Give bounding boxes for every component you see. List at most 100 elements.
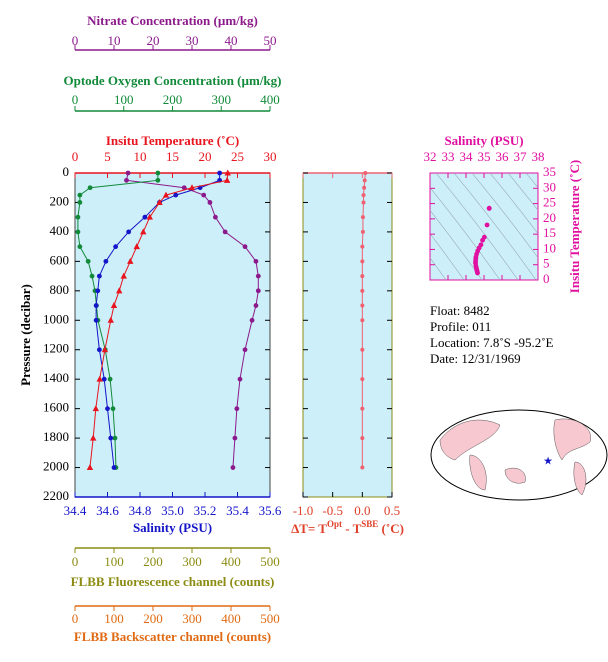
- contour: [471, 173, 538, 259]
- marker: [77, 244, 83, 250]
- x-tick-label: 34.8: [129, 503, 152, 518]
- x-axis-title: FLBB Backscatter channel (counts): [74, 629, 271, 644]
- marker: [360, 406, 365, 411]
- info-line: Date: 12/31/1969: [430, 351, 521, 366]
- marker: [101, 346, 109, 353]
- marker: [253, 258, 259, 264]
- x-tick-label: 0.5: [384, 503, 400, 518]
- y-tick-label: 1400: [43, 370, 69, 385]
- marker: [360, 215, 365, 220]
- marker: [201, 192, 207, 198]
- marker: [360, 244, 365, 249]
- marker: [188, 184, 196, 191]
- marker: [255, 273, 261, 279]
- x-axis-title: ΔT= TOpt - TSBE (˚C): [291, 519, 404, 536]
- marker: [95, 288, 101, 294]
- marker: [162, 191, 170, 198]
- marker: [222, 229, 228, 235]
- x-tick-label: 37: [514, 149, 528, 164]
- x-axis-title-part: SBE: [361, 519, 378, 529]
- marker: [142, 214, 148, 220]
- marker: [223, 176, 231, 183]
- y-tick-label: 30: [543, 179, 556, 194]
- ts-point: [484, 222, 490, 228]
- marker: [360, 465, 365, 470]
- x-tick-label: 100: [104, 554, 124, 569]
- x-tick-label: 100: [104, 611, 124, 626]
- y-tick-label: 15: [543, 225, 556, 240]
- marker: [237, 376, 243, 382]
- x-axis-title-part: Opt: [327, 519, 342, 529]
- y-axis-title: Insitu Temperature (˚C): [567, 160, 582, 293]
- marker: [207, 200, 213, 205]
- x-tick-label: 35.0: [161, 503, 184, 518]
- marker: [361, 200, 366, 205]
- x-tick-label: 35.4: [226, 503, 249, 518]
- marker: [112, 435, 118, 441]
- marker: [133, 243, 140, 250]
- marker: [360, 259, 365, 264]
- y-tick-label: 0: [543, 271, 550, 286]
- x-tick-label: -1.0: [293, 503, 314, 518]
- marker: [125, 170, 131, 176]
- marker: [363, 171, 368, 175]
- y-tick-label: 200: [50, 193, 70, 208]
- y-tick-label: 20: [543, 210, 556, 225]
- x-tick-label: 5: [104, 149, 111, 164]
- marker: [111, 465, 117, 470]
- marker: [126, 229, 132, 235]
- x-axis-title: Salinity (PSU): [133, 520, 212, 535]
- x-tick-label: 25: [231, 149, 244, 164]
- marker: [120, 272, 127, 279]
- ts-point: [475, 270, 480, 276]
- x-axis-title: Insitu Temperature (˚C): [106, 133, 239, 148]
- world-map: ★: [430, 409, 608, 501]
- y-tick-label: 1000: [43, 311, 69, 326]
- x-tick-label: 20: [199, 149, 212, 164]
- marker: [360, 318, 365, 323]
- marker: [75, 229, 81, 235]
- marker: [140, 228, 147, 235]
- y-tick-label: 35: [543, 164, 556, 179]
- x-tick-label: 300: [182, 611, 202, 626]
- marker: [103, 258, 109, 264]
- x-tick-label: 100: [114, 92, 134, 107]
- contour: [489, 173, 538, 235]
- marker: [107, 376, 113, 382]
- x-tick-label: 200: [163, 92, 183, 107]
- x-tick-label: 400: [221, 611, 241, 626]
- x-tick-label: 0: [72, 33, 79, 48]
- contour: [430, 209, 483, 280]
- x-tick-label: 300: [212, 92, 232, 107]
- y-tick-label: 5: [543, 256, 550, 271]
- x-tick-label: 200: [143, 611, 163, 626]
- marker: [77, 200, 83, 205]
- x-tick-label: 33: [442, 149, 455, 164]
- marker: [360, 229, 365, 234]
- marker: [113, 244, 119, 250]
- x-tick-label: 50: [264, 33, 277, 48]
- svg-text:★: ★: [543, 456, 553, 468]
- marker: [181, 185, 187, 191]
- marker: [360, 377, 365, 382]
- marker: [360, 436, 365, 441]
- marker: [86, 464, 94, 471]
- x-tick-label: 34: [460, 149, 474, 164]
- x-axis-title: Optode Oxygen Concentration (µm/kg): [63, 73, 281, 88]
- x-tick-label: 0: [72, 611, 79, 626]
- marker: [75, 214, 81, 220]
- y-tick-label: 25: [543, 195, 556, 210]
- marker: [96, 273, 102, 279]
- x-tick-label: 0: [72, 92, 79, 107]
- marker: [92, 405, 99, 412]
- marker: [255, 288, 261, 294]
- x-tick-label: 400: [260, 92, 280, 107]
- x-tick-label: 10: [108, 33, 121, 48]
- x-axis-title: FLBB Fluorescence channel (counts): [71, 574, 275, 589]
- x-tick-label: 34.6: [96, 503, 119, 518]
- marker: [108, 435, 114, 441]
- marker: [116, 287, 123, 294]
- contour: [430, 187, 501, 280]
- x-tick-label: 38: [532, 149, 545, 164]
